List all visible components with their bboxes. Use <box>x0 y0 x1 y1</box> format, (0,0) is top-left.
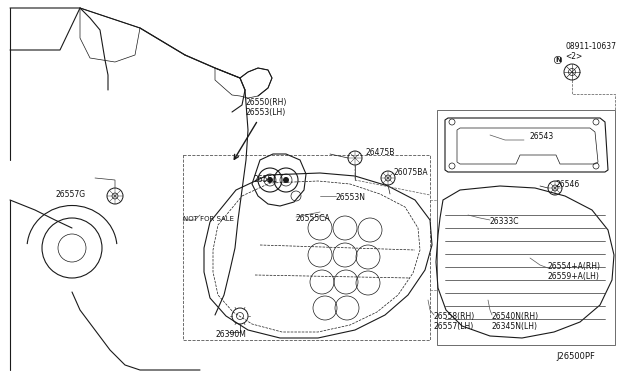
Text: 26546: 26546 <box>556 180 580 189</box>
Text: 08911-10637
<2>: 08911-10637 <2> <box>565 42 616 61</box>
Text: 26550(RH)
26553(LH): 26550(RH) 26553(LH) <box>246 98 287 118</box>
Text: 26558(RH)
26557(LH): 26558(RH) 26557(LH) <box>434 312 476 331</box>
Circle shape <box>267 177 273 183</box>
Text: 26555CA: 26555CA <box>296 214 331 223</box>
Text: 26553N: 26553N <box>336 193 366 202</box>
Text: 26551: 26551 <box>254 175 278 184</box>
Text: 26557G: 26557G <box>56 190 86 199</box>
Text: 26333C: 26333C <box>490 217 520 226</box>
Text: 26390M: 26390M <box>216 330 247 339</box>
Text: 26075BA: 26075BA <box>393 168 428 177</box>
Text: N: N <box>555 57 561 63</box>
Text: J26500PF: J26500PF <box>556 352 595 361</box>
Text: 26475B: 26475B <box>365 148 394 157</box>
Text: 26543: 26543 <box>530 132 554 141</box>
Text: 26540N(RH)
26345N(LH): 26540N(RH) 26345N(LH) <box>492 312 539 331</box>
Text: 26554+A(RH)
26559+A(LH): 26554+A(RH) 26559+A(LH) <box>548 262 601 281</box>
Circle shape <box>283 177 289 183</box>
Text: NOT FOR SALE: NOT FOR SALE <box>183 216 234 222</box>
